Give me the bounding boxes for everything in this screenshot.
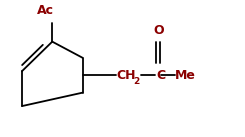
Text: C: C <box>156 69 165 82</box>
Text: O: O <box>153 24 164 37</box>
Text: Ac: Ac <box>37 4 53 17</box>
Text: Me: Me <box>175 69 196 82</box>
Text: CH: CH <box>116 69 136 82</box>
Text: 2: 2 <box>133 77 140 86</box>
